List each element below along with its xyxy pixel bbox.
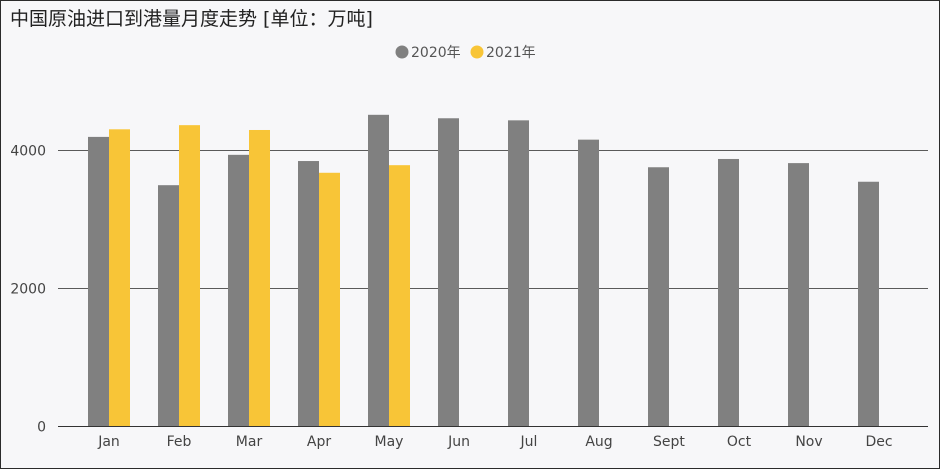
- x-tick-label: Jan: [97, 434, 120, 450]
- bar-2020年-Apr: [298, 161, 319, 427]
- x-tick-label: Mar: [236, 434, 263, 450]
- legend: 2020年 2021年: [395, 45, 536, 61]
- x-tick-label: Dec: [865, 434, 892, 450]
- x-tick-label: Jul: [520, 434, 538, 450]
- x-tick-label: May: [375, 434, 404, 450]
- x-tick-label: Nov: [795, 434, 822, 450]
- y-tick-label: 2000: [10, 282, 46, 298]
- bar-2020年-Jul: [508, 120, 529, 426]
- bar-2021年-Mar: [249, 129, 270, 427]
- bar-2021年-May: [389, 165, 410, 426]
- bar-2020年-Sept: [648, 167, 669, 426]
- chart-title: 中国原油进口到港量月度走势 [单位：万吨]: [10, 8, 373, 30]
- bar-2020年-Oct: [718, 158, 739, 426]
- legend-item: 2021年: [470, 45, 536, 61]
- bar-2020年-Mar: [228, 154, 249, 426]
- bar-2020年-Aug: [578, 139, 599, 426]
- bar-2020年-Jan: [88, 136, 109, 426]
- y-axis: 0 2000 4000: [10, 144, 46, 436]
- bar-2020年-May: [368, 114, 389, 426]
- x-tick-label: Feb: [167, 434, 192, 450]
- bars: [88, 114, 879, 427]
- bar-2020年-Jun: [438, 118, 459, 426]
- legend-label: 2021年: [486, 45, 536, 61]
- bar-2020年-Dec: [858, 181, 879, 426]
- x-axis: Jan Feb Mar Apr May Jun Jul Aug Sept Oct Nov Dec: [97, 434, 892, 450]
- x-tick-label: Jun: [447, 434, 470, 450]
- x-tick-label: Sept: [653, 434, 685, 450]
- legend-label: 2020年: [411, 45, 461, 61]
- bar-2021年-Apr: [319, 172, 340, 426]
- x-tick-label: Apr: [307, 434, 331, 450]
- x-tick-label: Oct: [727, 434, 752, 450]
- bar-2020年-Nov: [788, 163, 809, 427]
- bar-2020年-Feb: [158, 185, 179, 426]
- legend-item: 2020年: [395, 45, 461, 61]
- x-tick-label: Aug: [585, 434, 612, 450]
- gridlines: [58, 150, 928, 427]
- y-tick-label: 4000: [10, 144, 46, 160]
- y-tick-label: 0: [37, 420, 46, 436]
- bar-2021年-Feb: [179, 125, 200, 426]
- bar-2021年-Jan: [109, 129, 130, 427]
- legend-marker: [470, 45, 484, 59]
- legend-marker: [395, 45, 409, 59]
